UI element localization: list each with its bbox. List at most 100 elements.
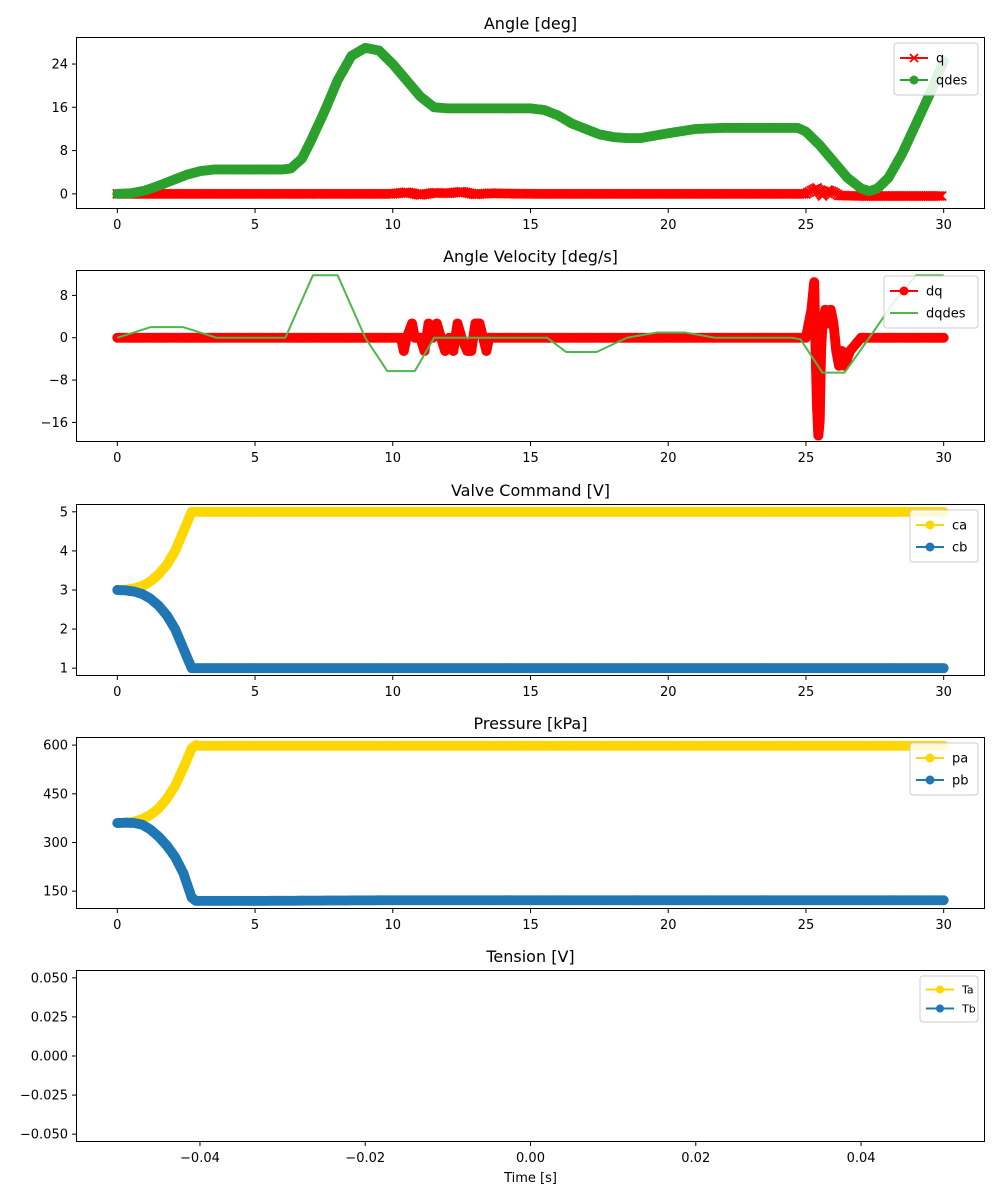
- y-tick-label: 3: [60, 584, 68, 599]
- legend: ca cb: [909, 509, 979, 563]
- series-line-pa: [117, 744, 944, 824]
- series-pb: [112, 817, 949, 906]
- legend-marker-Ta: [936, 985, 944, 994]
- chart-title: Pressure [kPa]: [474, 714, 588, 733]
- x-tick-label: 25: [798, 685, 815, 700]
- x-tick-label: 0: [113, 685, 121, 700]
- x-tick-label: 5: [251, 918, 259, 933]
- data-point-cb: [938, 663, 949, 674]
- series-cb: [112, 585, 949, 674]
- x-tick-label: 5: [251, 451, 259, 466]
- chart-2: Angle Velocity [deg/s] 0 5 10 15 20 25 30 −16 −8 0…: [41, 247, 985, 466]
- series-dqdes: [117, 274, 944, 374]
- legend-label-pa: pa: [952, 752, 968, 767]
- y-tick-label: 0.000: [31, 1050, 68, 1065]
- legend-marker-qdes: [909, 75, 919, 85]
- y-tick-label: −8: [49, 374, 68, 389]
- x-tick-label: 30: [935, 451, 952, 466]
- chart-3: Valve Command [V] 0 5 10 15 20 25 30 1 2 3 4 5 ca cb: [60, 481, 985, 700]
- legend-label-dqdes: dqdes: [926, 307, 966, 322]
- y-tick-label: 1: [60, 662, 68, 677]
- y-tick-label: 450: [43, 787, 68, 802]
- y-tick-label: 2: [60, 623, 68, 638]
- chart-4: Pressure [kPa] 0 5 10 15 20 25 30 150 300 450 600 pa…: [43, 714, 985, 933]
- chart-5: Tension [V] −0.04 −0.02 0.00 0.02 0.04 0.050 0.…: [20, 947, 985, 1186]
- x-tick-label: 20: [660, 918, 677, 933]
- plot-frame: [76, 270, 985, 442]
- data-point-q: [932, 190, 943, 202]
- x-tick-label: 25: [798, 918, 815, 933]
- chart-title: Tension [V]: [485, 947, 574, 966]
- legend-box: [909, 509, 979, 563]
- series-dq: [112, 277, 949, 441]
- legend-marker-cb: [925, 542, 935, 552]
- chart-title: Valve Command [V]: [451, 481, 610, 500]
- legend-label-cb: cb: [952, 541, 967, 556]
- x-tick-label: −0.02: [345, 1151, 385, 1166]
- plot-area: [112, 274, 949, 441]
- x-tick-label: 15: [522, 451, 539, 466]
- x-tick-label: 30: [935, 685, 952, 700]
- data-point-q: [936, 190, 947, 202]
- y-tick-label: 8: [60, 144, 68, 159]
- x-tick-label: 30: [935, 918, 952, 933]
- x-tick-label: 0: [113, 218, 121, 233]
- x-tick-label: 25: [798, 218, 815, 233]
- data-point-pb: [938, 895, 949, 906]
- y-tick-label: 8: [60, 289, 68, 304]
- y-tick-label: 24: [51, 58, 68, 73]
- series-pa: [112, 740, 949, 828]
- plot-frame: [76, 37, 985, 209]
- series-line-dqdes: [117, 274, 944, 374]
- legend-label-q: q: [936, 52, 944, 67]
- series-line-ca: [117, 510, 944, 591]
- legend-label-qdes: qdes: [936, 74, 968, 89]
- legend-marker-q: [909, 53, 919, 63]
- x-tick-label: 20: [660, 218, 677, 233]
- series-line-pb: [117, 821, 944, 902]
- x-tick-label: 15: [522, 685, 539, 700]
- x-tick-label: 10: [384, 685, 401, 700]
- legend-label-ca: ca: [952, 519, 967, 534]
- plot-frame: [76, 970, 985, 1142]
- y-tick-label: 0: [60, 331, 68, 346]
- x-tick-label: 10: [384, 918, 401, 933]
- y-tick-label: 300: [43, 836, 68, 851]
- legend-label-dq: dq: [926, 285, 943, 300]
- x-tick-label: 10: [384, 218, 401, 233]
- legend-label-pb: pb: [952, 774, 969, 789]
- legend: pa pb: [909, 742, 979, 796]
- y-tick-label: 5: [60, 505, 68, 520]
- data-point-dq: [938, 332, 949, 343]
- y-tick-label: −0.050: [20, 1128, 68, 1143]
- chart-1: Angle [deg] 0 5 10 15 20 25 30 0 8 16 24 q qdes: [51, 14, 985, 233]
- legend-marker-ca: [925, 520, 935, 530]
- y-tick-label: −0.025: [20, 1089, 68, 1104]
- x-tick-label: 30: [935, 218, 952, 233]
- legend-label-Tb: Tb: [961, 1002, 976, 1015]
- x-tick-label: 0.02: [681, 1151, 710, 1166]
- y-tick-label: 600: [43, 739, 68, 754]
- x-tick-label: 20: [660, 451, 677, 466]
- y-tick-label: 0.025: [31, 1010, 68, 1025]
- y-tick-label: 16: [51, 101, 68, 116]
- plot-area: [112, 42, 949, 202]
- x-tick-label: 20: [660, 685, 677, 700]
- legend: q qdes: [893, 42, 979, 96]
- x-tick-label: 10: [384, 451, 401, 466]
- plot-frame: [76, 737, 985, 909]
- legend-marker-pb: [925, 775, 935, 785]
- x-tick-label: 5: [251, 685, 259, 700]
- data-point-q: [934, 190, 945, 202]
- y-tick-label: 150: [43, 885, 68, 900]
- series-line-cb: [117, 589, 944, 670]
- legend: dq dqdes: [883, 275, 979, 329]
- x-tick-label: 25: [798, 451, 815, 466]
- x-tick-label: −0.04: [180, 1151, 220, 1166]
- y-tick-label: 0: [60, 187, 68, 202]
- series-ca: [112, 506, 949, 595]
- series-q: [112, 182, 947, 202]
- legend-marker-Tb: [936, 1004, 944, 1013]
- y-tick-label: 0.050: [31, 971, 68, 986]
